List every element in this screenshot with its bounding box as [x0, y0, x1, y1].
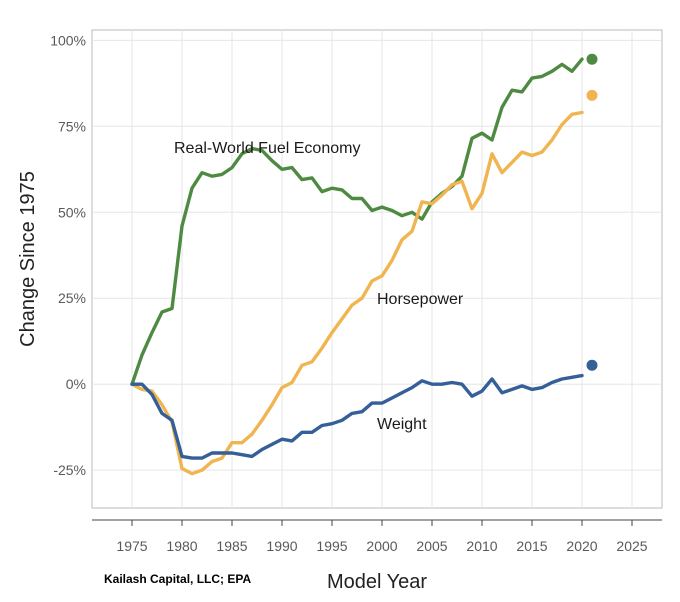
annotation-weight: Weight — [377, 416, 427, 433]
series-line-weight — [130, 373, 584, 460]
x-tick-label-2015: 2015 — [516, 538, 547, 554]
series-line-horsepower — [130, 110, 584, 476]
annotation-fuel-economy: Real-World Fuel Economy — [174, 140, 360, 157]
x-tick-label-2025: 2025 — [616, 538, 647, 554]
vertical-gridlines — [131, 30, 633, 508]
y-tick-label-5: -25% — [53, 462, 86, 478]
x-tick-label-1990: 1990 — [266, 538, 297, 554]
projected-points-layer — [586, 53, 598, 371]
projected-point-real-world-fuel-economy — [586, 53, 598, 65]
x-axis-title: Model Year — [327, 571, 427, 593]
x-tick-label-2010: 2010 — [466, 538, 497, 554]
x-tick-label-2020: 2020 — [566, 538, 597, 554]
projected-point-weight — [586, 359, 598, 371]
projected-point-horsepower — [586, 89, 598, 101]
y-tick-label-3: 25% — [58, 290, 86, 306]
y-tick-label-2: 50% — [58, 204, 86, 220]
x-tick-labels: 1975 1980 1985 1990 1995 2000 2005 2010 2015 2020… — [116, 538, 647, 554]
x-tick-label-2005: 2005 — [416, 538, 447, 554]
series-layer — [130, 57, 584, 476]
y-tick-labels: 100% 75% 50% 25% 0% -25% — [50, 32, 86, 478]
y-axis-title: Change Since 1975 — [17, 171, 39, 347]
x-tick-marks — [131, 520, 633, 526]
plot-area — [91, 29, 663, 509]
x-tick-label-1995: 1995 — [316, 538, 347, 554]
x-tick-label-1975: 1975 — [116, 538, 147, 554]
y-tick-label-1: 75% — [58, 118, 86, 134]
y-tick-label-4: 0% — [66, 376, 86, 392]
x-tick-label-2000: 2000 — [366, 538, 397, 554]
y-tick-label-0: 100% — [50, 32, 86, 48]
x-tick-label-1980: 1980 — [166, 538, 197, 554]
annotation-horsepower: Horsepower — [377, 291, 464, 308]
x-tick-label-1985: 1985 — [216, 538, 247, 554]
source-credit: Kailash Capital, LLC; EPA — [104, 572, 252, 586]
series-line-real-world-fuel-economy — [130, 57, 584, 386]
